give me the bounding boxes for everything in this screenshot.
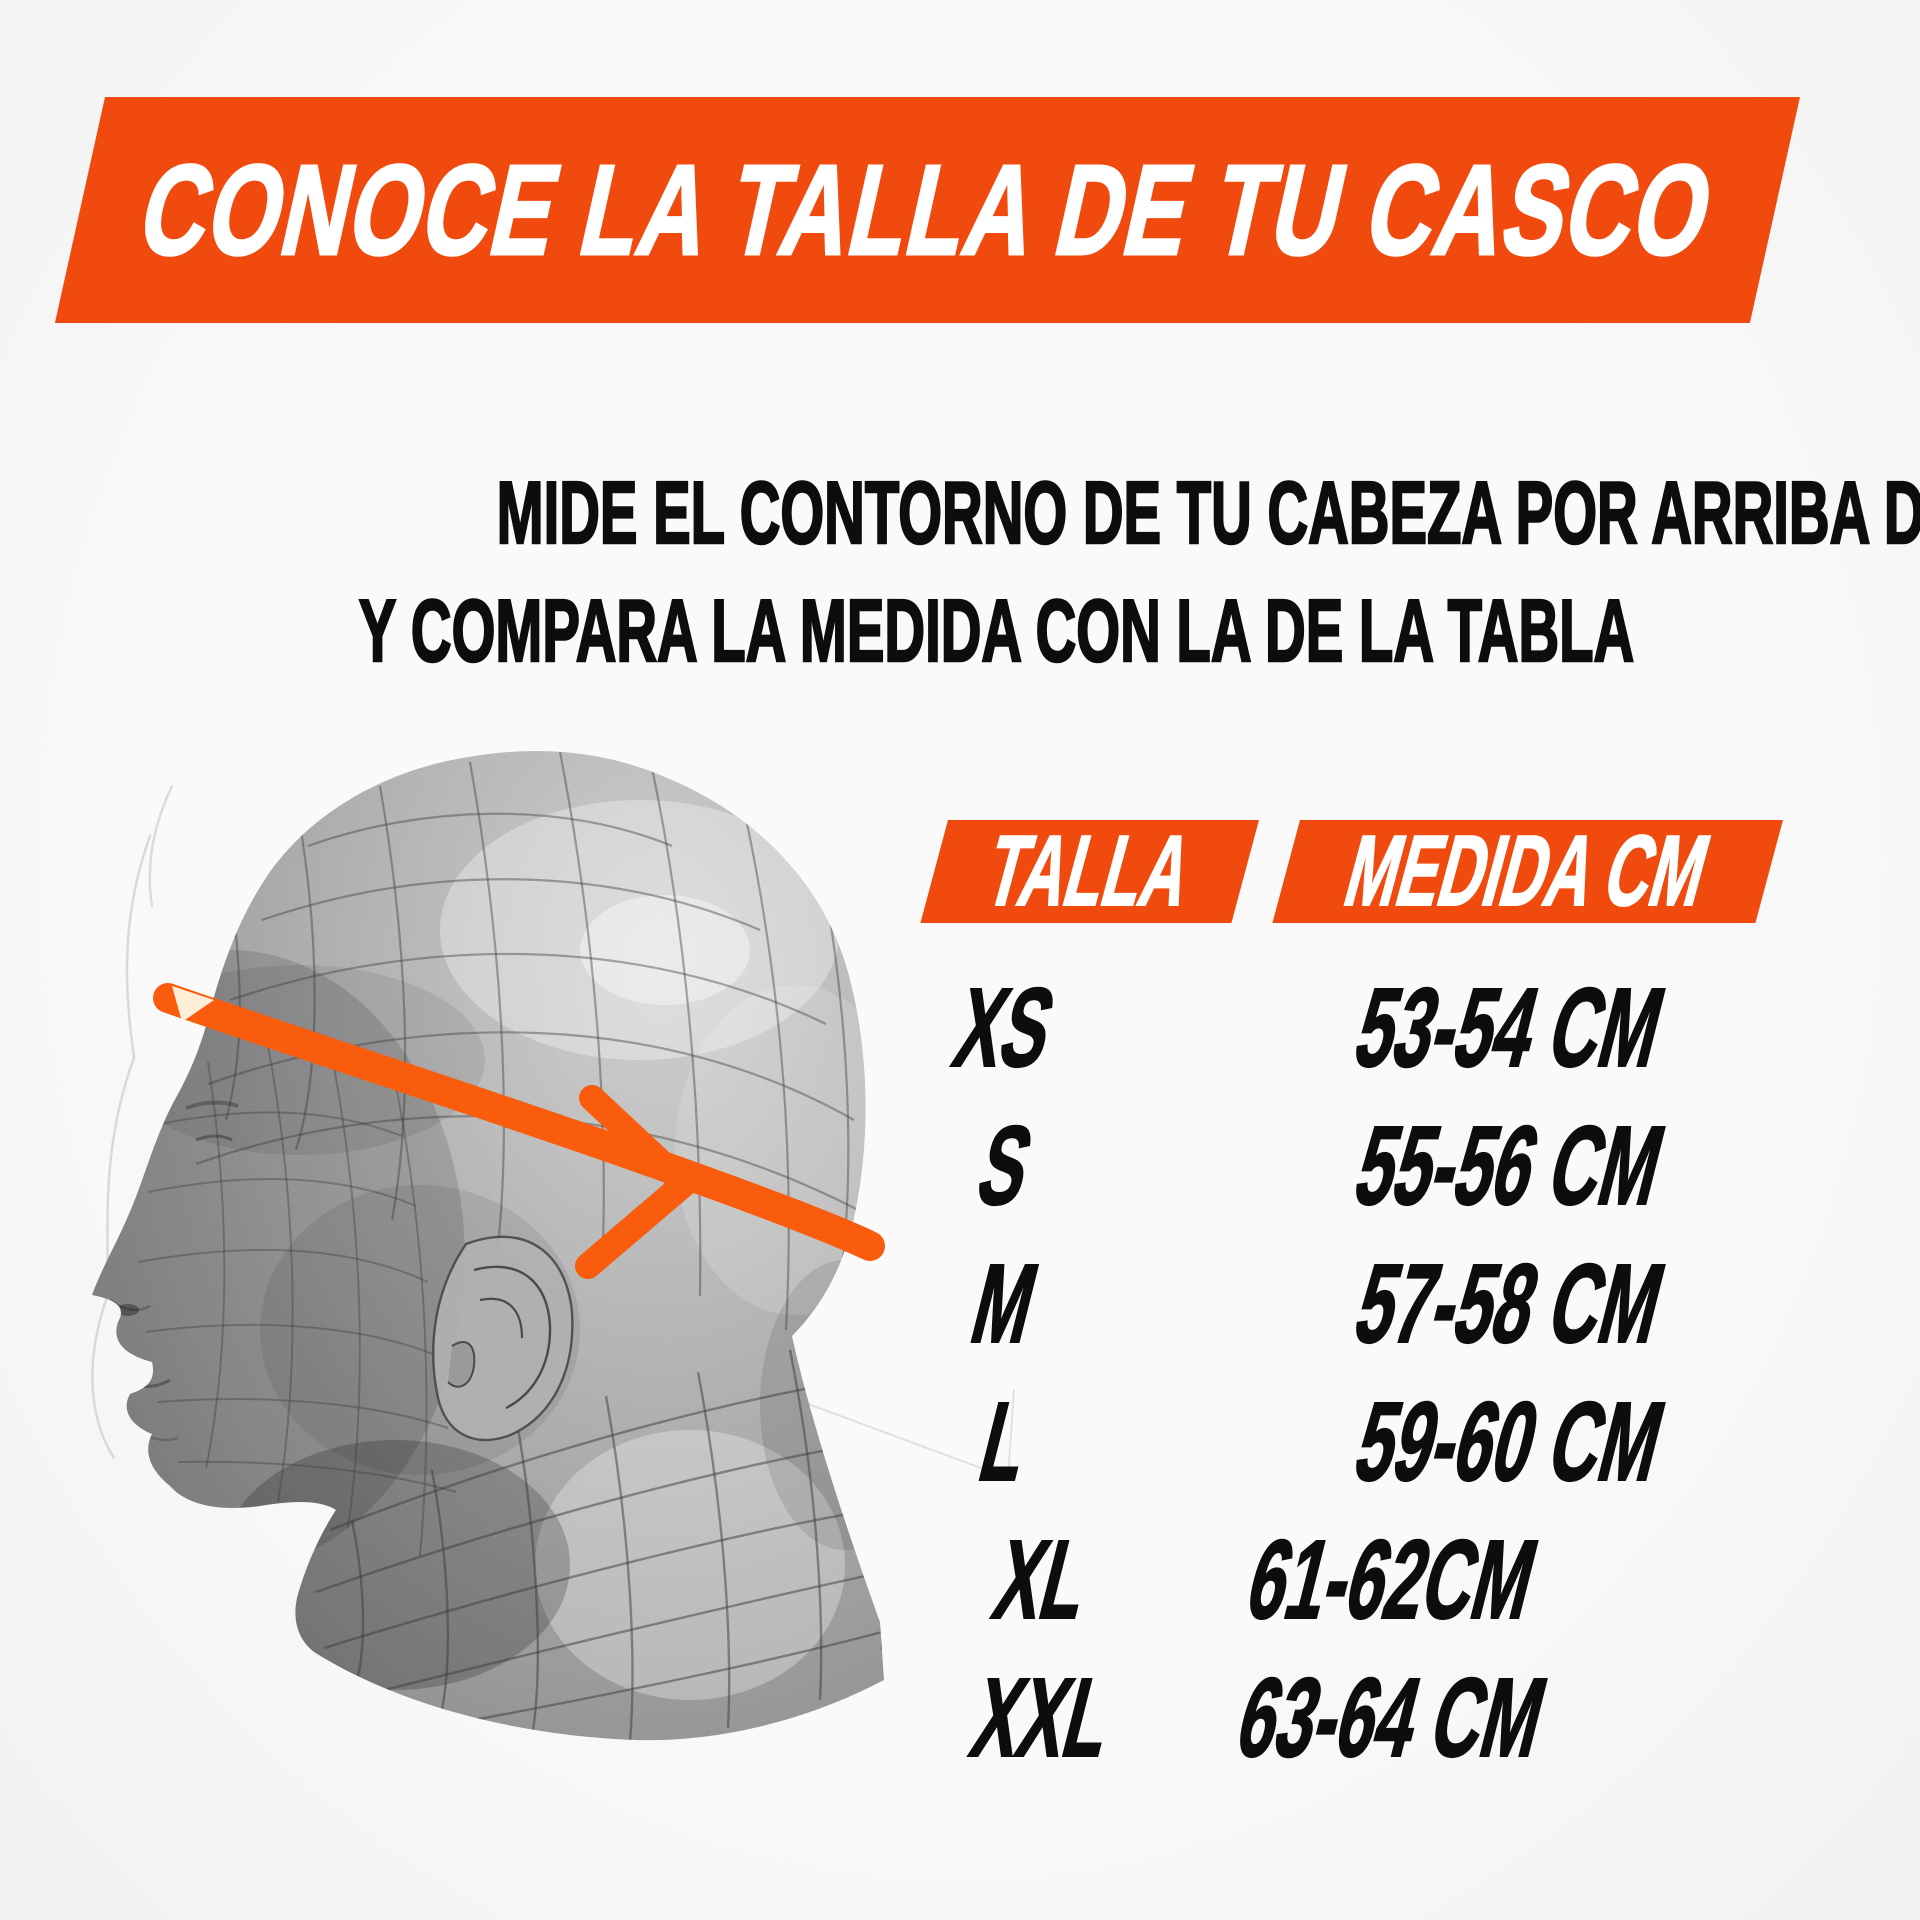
- size-cell: S: [966, 1102, 1044, 1229]
- table-row: XXL 63-64 CM: [880, 1649, 1790, 1787]
- instruction-line-1: MIDE EL CONTORNO DE TU CABEZA POR ARRIBA…: [496, 462, 1920, 564]
- measuring-tape-band: [153, 983, 885, 1279]
- size-cell: M: [960, 1240, 1050, 1367]
- size-cell: L: [968, 1378, 1042, 1505]
- measure-arrow-icon: [575, 1085, 697, 1279]
- measure-cell: 53-54 CM: [1344, 964, 1677, 1091]
- measure-cell: 55-56 CM: [1344, 1102, 1677, 1229]
- column-header-talla: TALLA: [920, 814, 1259, 928]
- measure-cell: 59-60 CM: [1344, 1378, 1677, 1505]
- table-row: XS 53-54 CM: [880, 959, 1790, 1097]
- instruction-line-2: Y COMPARA LA MEDIDA CON LA DE LA TABLA: [358, 580, 1635, 682]
- table-row: S 55-56 CM: [880, 1097, 1790, 1235]
- table-row: L 59-60 CM: [880, 1373, 1790, 1511]
- face-wireframe: [137, 1045, 457, 1557]
- wireframe-head-illustration: [91, 750, 1015, 1741]
- table-row: M 57-58 CM: [880, 1235, 1790, 1373]
- measure-cell: 57-58 CM: [1344, 1240, 1677, 1367]
- column-header-medida: MEDIDA CM: [1272, 814, 1783, 928]
- measure-cell: 63-64 CM: [1226, 1654, 1559, 1781]
- title-banner: CONOCE LA TALLA DE TU CASCO: [54, 97, 1801, 323]
- banner-title: CONOCE LA TALLA DE TU CASCO: [127, 137, 1728, 283]
- tape-end-notch: [172, 986, 214, 1022]
- size-cell: XS: [943, 964, 1067, 1091]
- table-row: XL 61-62CM: [880, 1511, 1790, 1649]
- measure-cell: 61-62CM: [1235, 1516, 1549, 1643]
- ear: [432, 1235, 574, 1442]
